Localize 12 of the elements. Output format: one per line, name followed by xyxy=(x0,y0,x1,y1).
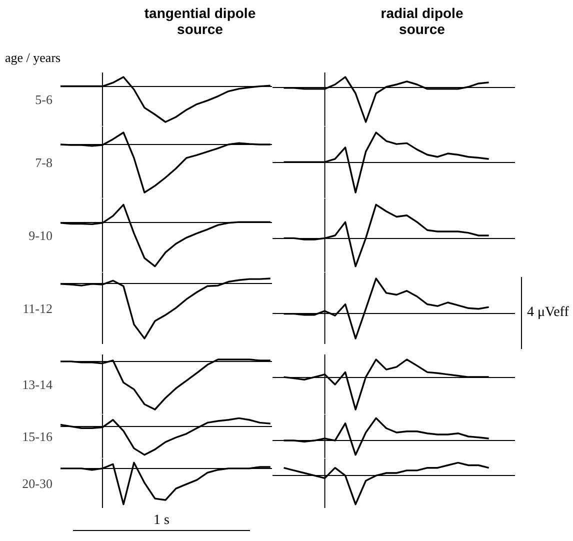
chart-title: tangential dipole source xyxy=(143,5,257,38)
text: 4 μVeff xyxy=(527,304,569,322)
text: 1 s xyxy=(154,513,170,529)
chart-title: radial dipole source xyxy=(380,5,464,38)
y-axis-title: 7-8 xyxy=(35,155,53,170)
y-axis-title: 13-14 xyxy=(22,377,53,392)
y-axis-title: 11-12 xyxy=(22,301,53,316)
y-axis-title: 5-6 xyxy=(35,92,53,107)
y-axis-title: 15-16 xyxy=(22,429,53,444)
y-axis-title: 9-10 xyxy=(28,228,53,243)
text: age / years xyxy=(5,49,61,67)
y-axis-title: 20-30 xyxy=(22,476,53,491)
